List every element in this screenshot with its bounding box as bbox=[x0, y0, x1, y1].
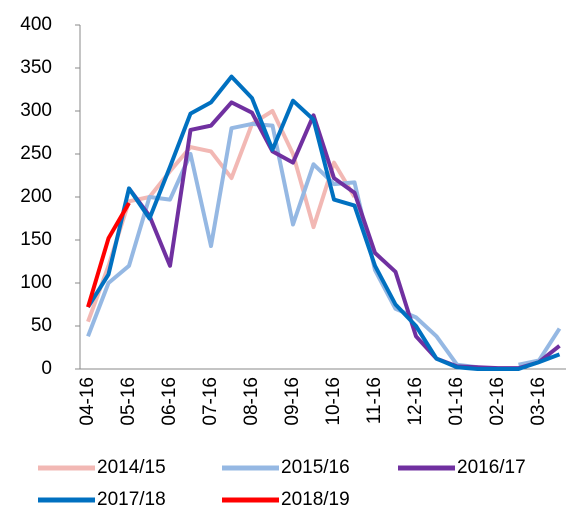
x-tick-label: 07-16 bbox=[200, 377, 221, 426]
x-tick-label: 04-16 bbox=[77, 377, 98, 426]
x-tick-label: 05-16 bbox=[118, 377, 139, 426]
x-tick-label: 02-16 bbox=[487, 377, 508, 426]
y-tick-label: 0 bbox=[41, 358, 52, 379]
series-line bbox=[86, 109, 357, 323]
y-tick-label: 50 bbox=[31, 315, 52, 336]
x-tick-label: 01-16 bbox=[446, 377, 467, 426]
x-tick-label: 08-16 bbox=[241, 377, 262, 426]
y-tick-label: 150 bbox=[20, 229, 52, 250]
series-line bbox=[86, 74, 561, 371]
y-tick-label: 300 bbox=[20, 100, 52, 121]
legend-label: 2015/16 bbox=[281, 457, 350, 478]
legend-label: 2016/17 bbox=[457, 457, 526, 478]
x-tick-label: 03-16 bbox=[528, 377, 549, 426]
x-tick-label: 06-16 bbox=[159, 377, 180, 426]
legend-label: 2017/18 bbox=[97, 489, 166, 510]
series-line bbox=[86, 202, 131, 308]
legend-label: 2018/19 bbox=[281, 489, 350, 510]
series-line bbox=[127, 100, 561, 371]
x-tick-label: 10-16 bbox=[323, 377, 344, 426]
y-tick-label: 400 bbox=[20, 14, 52, 35]
legend-label: 2014/15 bbox=[97, 457, 166, 478]
x-tick-label: 09-16 bbox=[282, 377, 303, 426]
y-tick-label: 350 bbox=[20, 57, 52, 78]
y-tick-label: 200 bbox=[20, 186, 52, 207]
x-tick-label: 12-16 bbox=[405, 377, 426, 426]
y-tick-label: 250 bbox=[20, 143, 52, 164]
x-tick-label: 11-16 bbox=[364, 377, 385, 424]
y-tick-label: 100 bbox=[20, 272, 52, 293]
